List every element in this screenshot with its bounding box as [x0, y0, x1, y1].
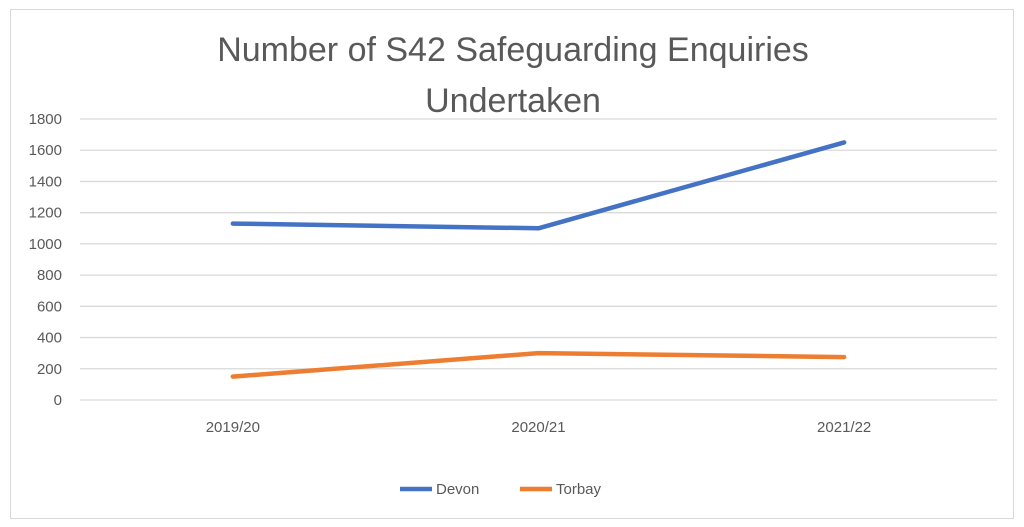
y-tick-label: 1000 [29, 236, 62, 253]
series-line-torbay [230, 350, 847, 379]
chart-frame [10, 9, 1014, 519]
y-tick-label: 1800 [29, 111, 62, 128]
legend-label-devon: Devon [436, 481, 479, 498]
chart-title-line-2: Undertaken [425, 82, 601, 120]
y-tick-label: 1600 [29, 142, 62, 159]
y-tick-label: 200 [37, 361, 62, 378]
y-tick-label: 800 [37, 267, 62, 284]
y-tick-label: 600 [37, 298, 62, 315]
series-line-devon [230, 140, 847, 231]
y-tick-label: 400 [37, 330, 62, 347]
x-tick-label: 2021/22 [817, 419, 871, 436]
legend-label-torbay: Torbay [556, 481, 602, 498]
x-tick-label: 2020/21 [511, 419, 565, 436]
chart-title-line-1: Number of S42 Safeguarding Enquiries [217, 31, 809, 69]
x-tick-label: 2019/20 [206, 419, 260, 436]
y-tick-label: 1400 [29, 173, 62, 190]
y-tick-label: 1200 [29, 205, 62, 222]
y-tick-label: 0 [54, 392, 62, 409]
